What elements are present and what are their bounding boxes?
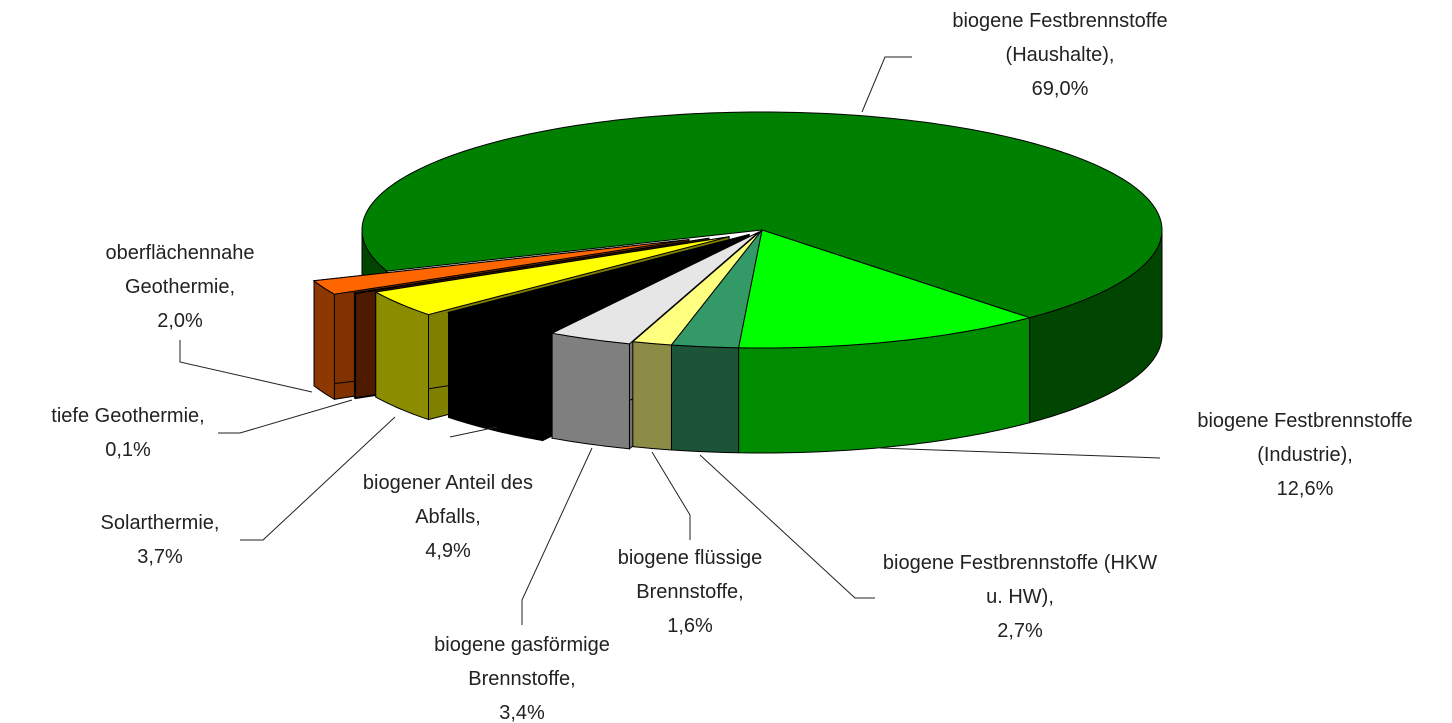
slice-top [352, 237, 709, 295]
slice-top [670, 229, 763, 349]
slice-side [353, 292, 357, 400]
slice-value: 2,7% [997, 620, 1043, 642]
leader-line [449, 426, 498, 438]
slice-top [446, 234, 750, 337]
slice-top [312, 239, 689, 295]
slice-name: biogene Festbrennstoffe (HKW u. HW), [882, 552, 1158, 608]
slice-name: Solarthermie, [100, 512, 220, 534]
data-label: biogene flüssige Brennstoffe, 1,6% [590, 541, 790, 643]
slice-name: biogener Anteil des Abfalls, [362, 472, 534, 528]
leader-line [651, 451, 691, 540]
data-label: biogene Festbrennstoffe (HKW u. HW), 2,7% [875, 546, 1165, 648]
slice-value: 1,6% [667, 615, 713, 637]
slice-value: 0,1% [105, 439, 151, 461]
leader-line [179, 340, 313, 393]
slice-value: 3,4% [499, 702, 545, 723]
leader-line [218, 399, 353, 434]
slice-value: 69,0% [1031, 78, 1089, 100]
slice-top [631, 229, 763, 346]
data-label: biogene Festbrennstoffe (Industrie), 12,6… [1160, 404, 1450, 506]
leader-line [699, 454, 875, 599]
data-label: tiefe Geothermie, 0,1% [8, 399, 248, 467]
slice-name: biogene flüssige Brennstoffe, [617, 547, 763, 603]
slice-top [737, 229, 1032, 349]
leader-line [879, 447, 1161, 459]
data-label: oberflächennahe Geothermie, 2,0% [90, 236, 270, 338]
slice-name: biogene Festbrennstoffe (Haushalte), [952, 10, 1168, 66]
pie-slice [670, 229, 763, 454]
data-label: Solarthermie, 3,7% [60, 506, 260, 574]
slice-side [313, 279, 335, 401]
leader-line [861, 56, 912, 113]
slice-top [361, 111, 1163, 319]
pie-slice [631, 229, 763, 451]
slice-name: biogene Festbrennstoffe (Industrie), [1197, 410, 1413, 466]
data-label: biogene Festbrennstoffe (Haushalte), 69,0… [930, 4, 1190, 106]
data-label: biogene gasförmige Brennstoffe, 3,4% [402, 628, 642, 723]
slice-value: 3,7% [137, 546, 183, 568]
slice-name: oberflächennahe Geothermie, [105, 242, 255, 298]
data-label: biogener Anteil des Abfalls, 4,9% [341, 466, 556, 568]
slice-side [632, 341, 672, 451]
slice-name: tiefe Geothermie, [51, 405, 205, 427]
slice-value: 2,0% [157, 310, 203, 332]
pie-slice [737, 229, 1032, 454]
leader-line [240, 416, 396, 541]
slice-side [551, 332, 630, 450]
slice-value: 12,6% [1276, 478, 1334, 500]
slice-side [670, 344, 740, 454]
slice-top [374, 236, 730, 316]
slice-name: biogene gasförmige Brennstoffe, [434, 634, 610, 690]
slice-top [550, 231, 759, 345]
slice-value: 4,9% [425, 540, 471, 562]
leader-line [521, 447, 593, 625]
